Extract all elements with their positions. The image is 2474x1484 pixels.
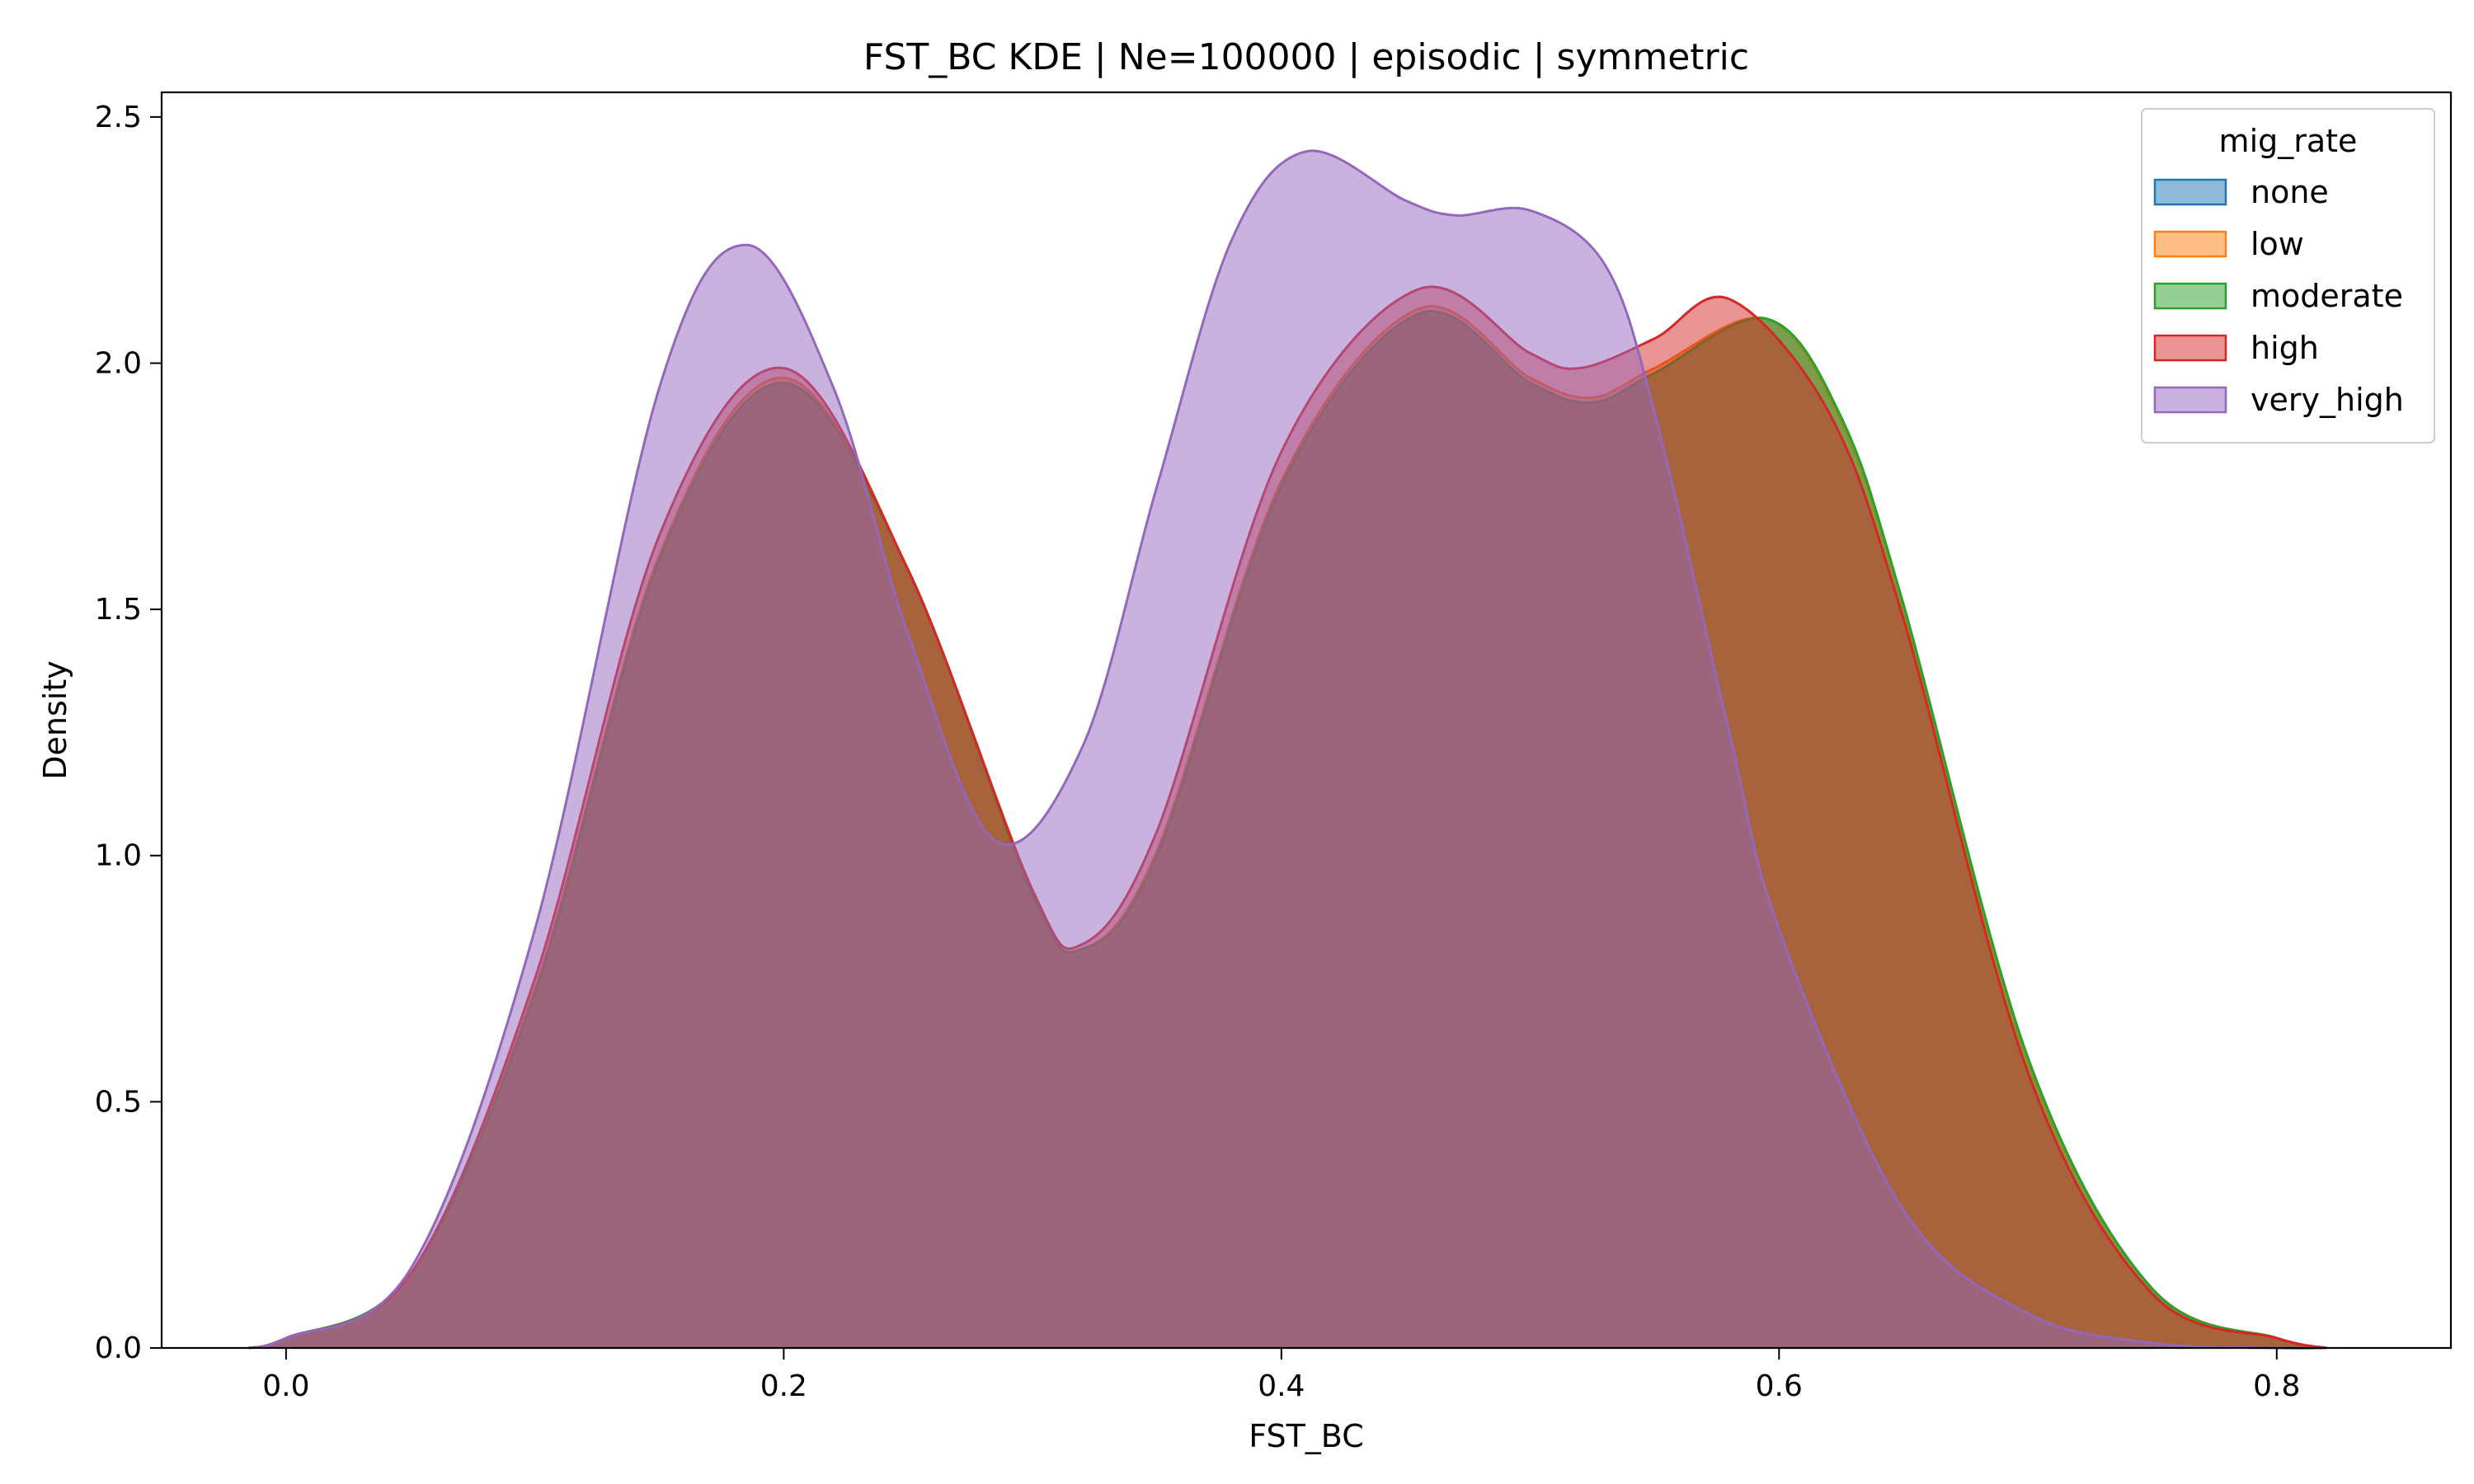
x-tick-label: 0.0 bbox=[262, 1369, 309, 1403]
y-tick-label: 0.5 bbox=[95, 1085, 142, 1119]
x-axis: 0.0 0.2 0.4 0.6 0.8 bbox=[262, 1348, 2300, 1403]
plot-frame bbox=[160, 91, 2453, 1350]
y-tick-label: 1.0 bbox=[95, 839, 142, 873]
x-tick-label: 0.6 bbox=[1756, 1369, 1803, 1403]
y-tick-label: 1.5 bbox=[95, 593, 142, 627]
series-layer bbox=[248, 149, 2327, 1350]
x-tick-label: 0.2 bbox=[760, 1369, 807, 1403]
chart-title: FST_BC KDE | Ne=100000 | episodic | symm… bbox=[863, 36, 1749, 78]
legend-swatch-high bbox=[2153, 334, 2227, 362]
kde-area-very_high bbox=[248, 150, 2327, 1349]
legend-label-low: low bbox=[2251, 226, 2304, 262]
kde-line-very_high bbox=[248, 149, 2327, 1350]
legend-swatch-moderate bbox=[2153, 282, 2227, 310]
y-axis-label: Density bbox=[37, 660, 73, 779]
legend-label-high: high bbox=[2251, 330, 2319, 366]
legend-swatch-none bbox=[2153, 178, 2227, 206]
y-tick-label: 2.5 bbox=[95, 101, 142, 134]
legend-swatch-low bbox=[2153, 230, 2227, 258]
legend-title: mig_rate bbox=[2219, 123, 2358, 159]
legend-label-moderate: moderate bbox=[2251, 278, 2403, 314]
legend: mig_rate none low moderate high very_high bbox=[2141, 108, 2435, 444]
x-axis-label: FST_BC bbox=[1249, 1418, 1363, 1454]
y-axis: 0.0 0.5 1.0 1.5 2.0 2.5 bbox=[95, 101, 162, 1365]
legend-label-very_high: very_high bbox=[2251, 382, 2404, 418]
y-tick-label: 0.0 bbox=[95, 1331, 142, 1365]
x-tick-label: 0.8 bbox=[2253, 1369, 2300, 1403]
legend-items: none low moderate high very_high bbox=[2153, 174, 2404, 418]
legend-swatch-very_high bbox=[2153, 386, 2227, 414]
legend-label-none: none bbox=[2251, 174, 2329, 210]
y-tick-label: 2.0 bbox=[95, 346, 142, 380]
x-tick-label: 0.4 bbox=[1258, 1369, 1305, 1403]
